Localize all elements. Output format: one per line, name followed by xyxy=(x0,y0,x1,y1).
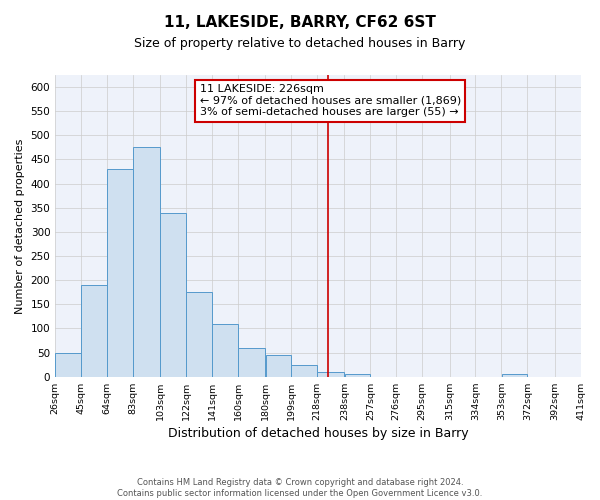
Bar xyxy=(81,285,107,376)
Bar xyxy=(344,374,370,376)
Bar xyxy=(212,324,238,376)
Bar xyxy=(317,372,344,376)
Bar xyxy=(133,148,160,376)
Bar xyxy=(292,364,317,376)
Bar xyxy=(238,348,265,376)
Text: Contains HM Land Registry data © Crown copyright and database right 2024.
Contai: Contains HM Land Registry data © Crown c… xyxy=(118,478,482,498)
X-axis label: Distribution of detached houses by size in Barry: Distribution of detached houses by size … xyxy=(167,427,468,440)
Bar xyxy=(160,212,186,376)
Bar xyxy=(107,169,133,376)
Bar xyxy=(266,355,291,376)
Bar xyxy=(502,374,527,376)
Y-axis label: Number of detached properties: Number of detached properties xyxy=(15,138,25,314)
Text: Size of property relative to detached houses in Barry: Size of property relative to detached ho… xyxy=(134,38,466,51)
Text: 11, LAKESIDE, BARRY, CF62 6ST: 11, LAKESIDE, BARRY, CF62 6ST xyxy=(164,15,436,30)
Text: 11 LAKESIDE: 226sqm
← 97% of detached houses are smaller (1,869)
3% of semi-deta: 11 LAKESIDE: 226sqm ← 97% of detached ho… xyxy=(200,84,461,117)
Bar xyxy=(187,292,212,376)
Bar xyxy=(55,352,81,376)
